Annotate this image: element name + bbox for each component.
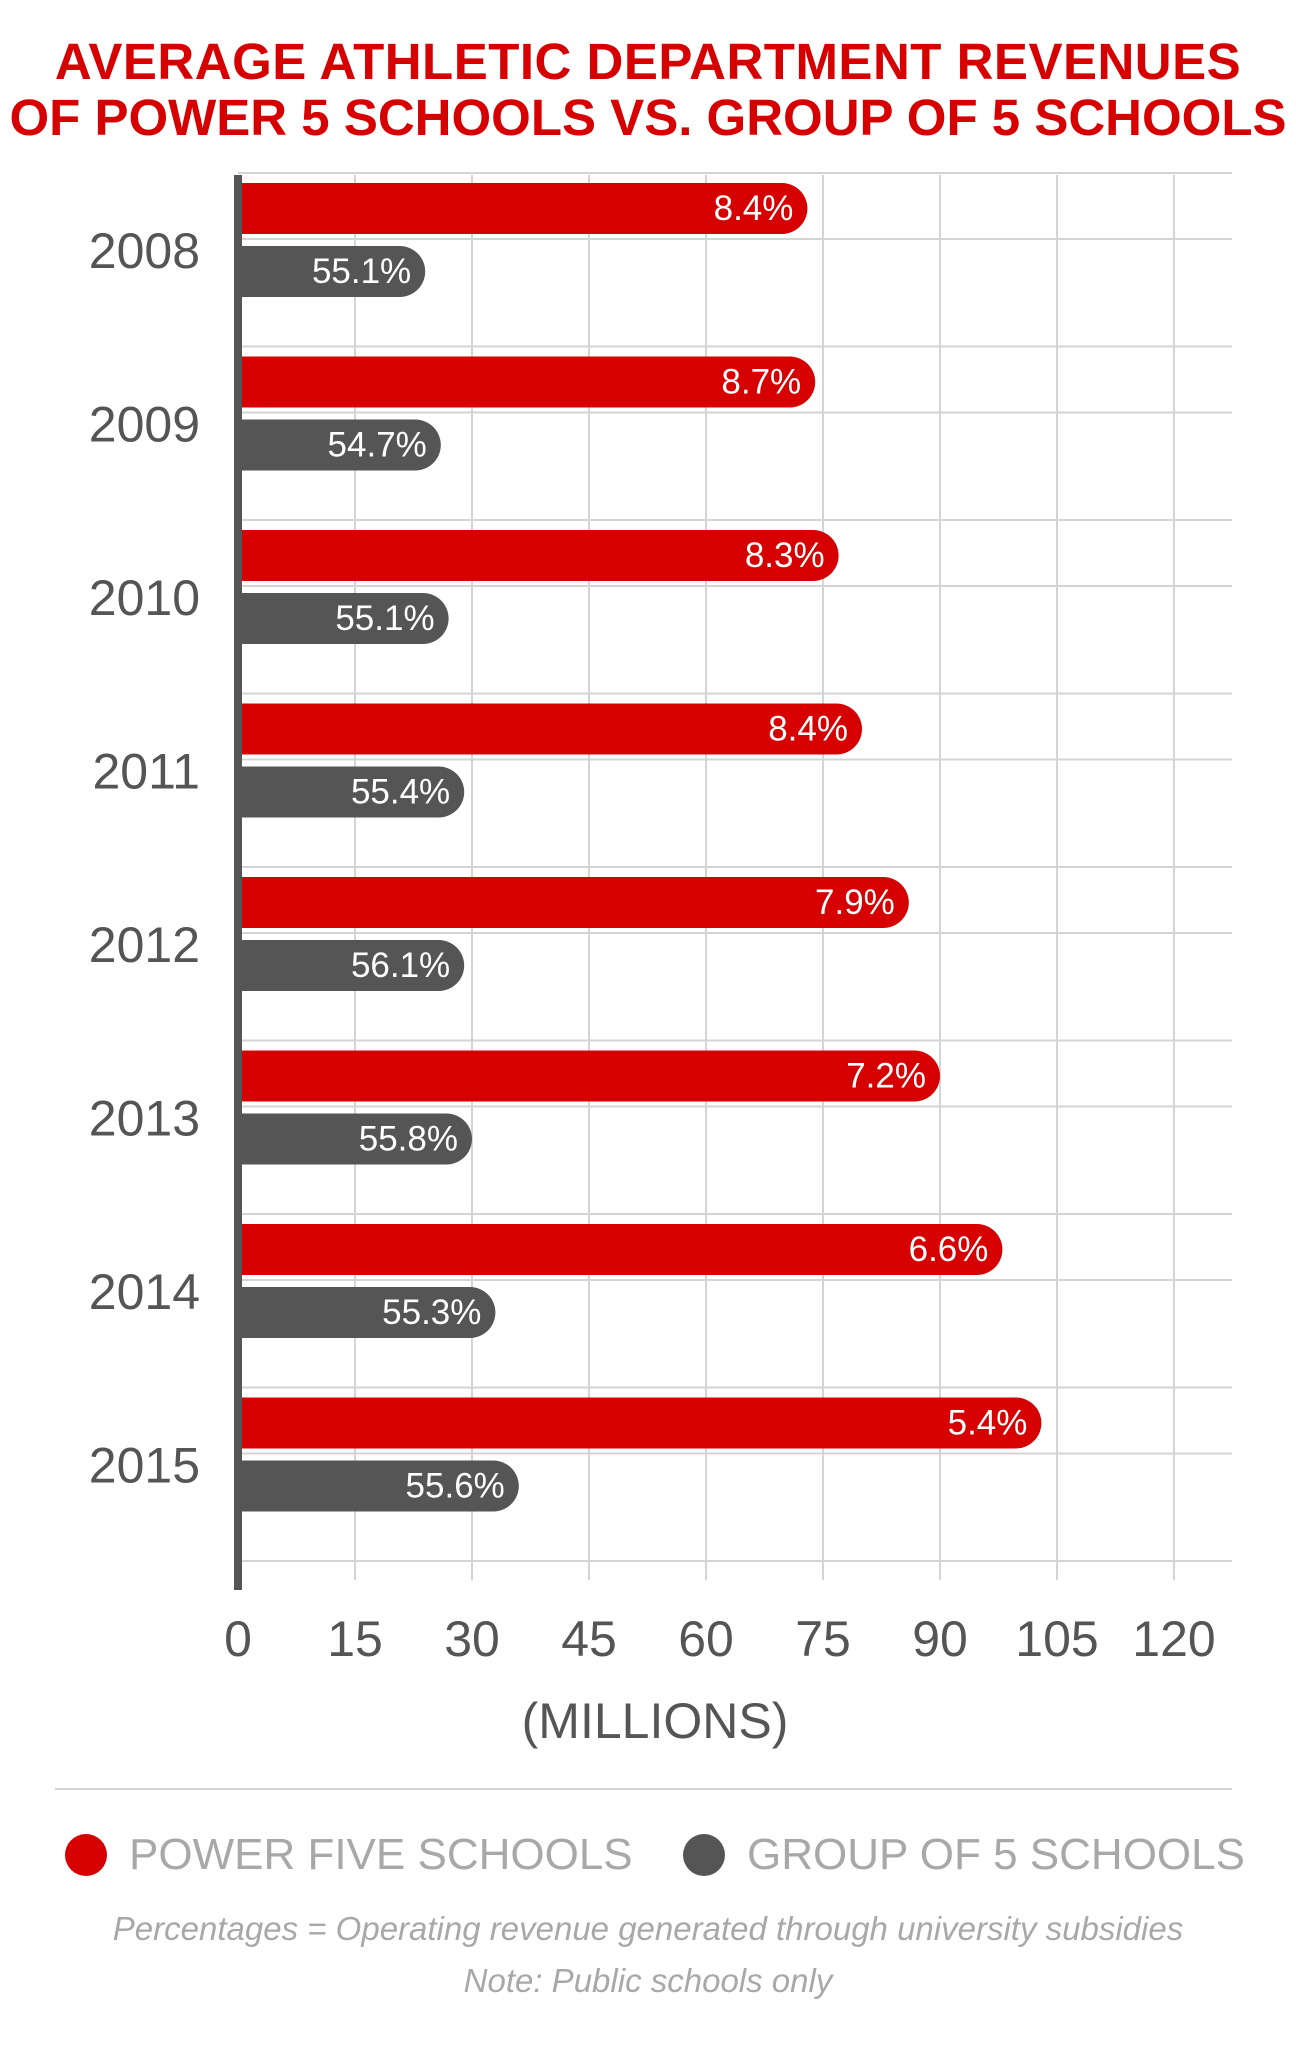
bar [238, 419, 441, 471]
x-tick-label: 105 [1015, 1611, 1098, 1667]
data-label: 8.4% [768, 710, 848, 749]
x-tick-label: 30 [444, 1611, 500, 1667]
x-tick-label: 75 [795, 1611, 851, 1667]
data-label: 7.9% [815, 883, 895, 922]
bar [238, 703, 863, 755]
data-label: 55.1% [335, 599, 434, 638]
data-label: 8.7% [721, 363, 801, 402]
legend-label-power-five: POWER FIVE SCHOOLS [129, 1830, 633, 1879]
data-label: 54.7% [328, 426, 427, 465]
bar [238, 1224, 1003, 1275]
y-tick-label: 2013 [89, 1091, 200, 1147]
x-axis-label: (MILLIONS) [522, 1693, 789, 1749]
bar [238, 1397, 1042, 1449]
bar [238, 1460, 519, 1512]
axes: 2008 2009 2010 2011 2012 2013 2014 2015 0 15 30 45 6… [89, 175, 1216, 1667]
x-tick-label: 0 [224, 1611, 252, 1667]
data-label: 56.1% [351, 946, 450, 985]
bar [238, 593, 449, 644]
data-label: 55.8% [359, 1120, 458, 1159]
data-label: 55.1% [312, 252, 411, 291]
bar [238, 530, 839, 581]
data-label: 8.4% [714, 189, 794, 228]
legend-swatch-group-of-5 [683, 1834, 725, 1876]
data-label: 7.2% [846, 1057, 926, 1096]
y-tick-label: 2009 [89, 397, 200, 453]
bar [238, 1113, 472, 1165]
bar [238, 356, 816, 408]
bar [238, 766, 465, 818]
data-label: 5.4% [948, 1404, 1028, 1443]
y-tick-label: 2010 [89, 570, 200, 626]
data-label: 8.3% [745, 536, 825, 575]
bars: 8.4% 55.1% 8.7% 54.7% 8.3% 55.1% 8.4% 55.4% 7.9%… [238, 183, 1042, 1512]
legend-swatch-power-five [65, 1834, 107, 1876]
x-tick-label: 120 [1132, 1611, 1215, 1667]
y-tick-label: 2008 [89, 223, 200, 279]
chart-title: AVERAGE ATHLETIC DEPARTMENT REVENUES [54, 33, 1242, 90]
data-label: 55.4% [351, 773, 450, 812]
bar-chart: 8.4% 55.1% 8.7% 54.7% 8.3% 55.1% 8.4% 55.4% 7.9%… [89, 172, 1232, 1749]
chart-subtitle: OF POWER 5 SCHOOLS VS. GROUP OF 5 SCHOOL… [9, 89, 1287, 146]
x-tick-label: 45 [561, 1611, 617, 1667]
data-label: 55.3% [382, 1293, 481, 1332]
x-tick-label: 15 [327, 1611, 383, 1667]
grid-lines [238, 172, 1232, 1580]
y-tick-label: 2011 [92, 744, 200, 800]
bar [238, 1287, 496, 1338]
legend-item-power-five: POWER FIVE SCHOOLS [65, 1825, 633, 1885]
bar [238, 940, 465, 991]
bar [238, 246, 426, 297]
footnote-percentages: Percentages = Operating revenue generate… [112, 1910, 1184, 1947]
y-tick-label: 2014 [89, 1264, 200, 1320]
footnote-public-schools: Note: Public schools only [463, 1962, 833, 1999]
y-tick-label: 2012 [89, 917, 200, 973]
data-label: 6.6% [909, 1230, 989, 1269]
legend-label-group-of-5: GROUP OF 5 SCHOOLS [747, 1830, 1245, 1879]
bar [238, 1050, 941, 1102]
bar [238, 877, 909, 928]
x-tick-label: 90 [912, 1611, 968, 1667]
divider [55, 1788, 1232, 1790]
data-label: 55.6% [406, 1467, 505, 1506]
y-tick-label: 2015 [89, 1438, 200, 1494]
legend-item-group-of-5: GROUP OF 5 SCHOOLS [683, 1825, 1245, 1885]
x-tick-label: 60 [678, 1611, 734, 1667]
bar [238, 183, 808, 234]
